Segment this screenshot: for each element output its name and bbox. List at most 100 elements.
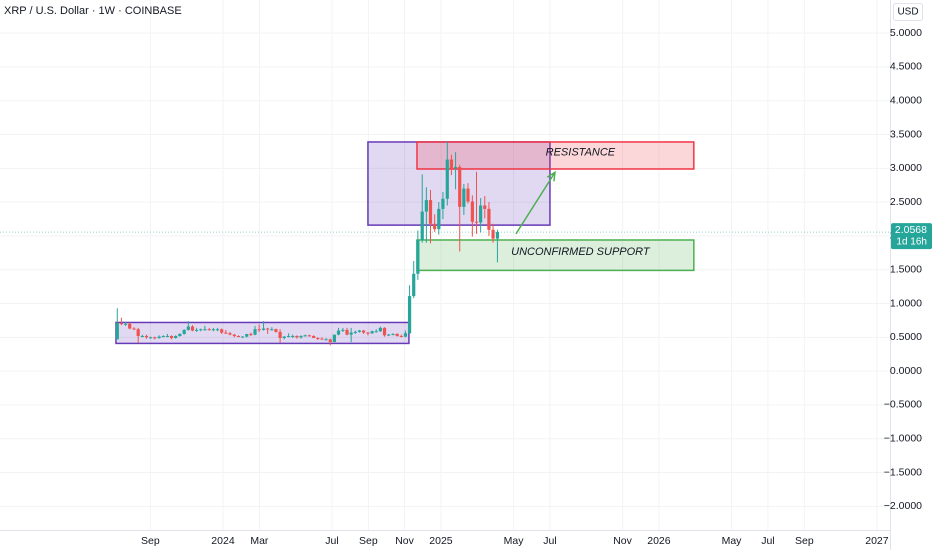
candle-body (115, 323, 119, 340)
candle-body (420, 211, 424, 240)
candle-body (119, 323, 124, 325)
x-tick-label: Sep (359, 535, 378, 547)
y-tick-label: 3.0000 (890, 162, 922, 174)
y-tick-label: 4.5000 (890, 61, 922, 73)
countdown: 1d 16h (896, 237, 927, 248)
candle-body (123, 323, 128, 325)
candle-body (483, 205, 487, 209)
candle-body (228, 333, 232, 335)
candle-body (487, 208, 491, 230)
candle-body (257, 329, 261, 331)
x-tick-label: 2025 (429, 535, 453, 547)
candle-body (261, 328, 266, 330)
candle-body (474, 221, 479, 223)
candle-body (307, 335, 311, 337)
candle-body (266, 328, 270, 330)
y-tick-label: 2.5000 (890, 196, 922, 208)
candle-body (312, 335, 316, 339)
zone-label: RESISTANCE (546, 146, 616, 158)
candle-body (165, 335, 170, 337)
candle-body (357, 330, 362, 332)
currency[interactable]: USD (897, 7, 918, 18)
candle-body (387, 334, 391, 336)
last-price-box (891, 223, 932, 250)
candle-body (453, 166, 458, 169)
y-tick-label: −1.5000 (884, 466, 922, 478)
x-tick-label: May (504, 535, 525, 547)
candle-body (220, 329, 224, 333)
candle-body (399, 335, 403, 337)
candle-body (199, 329, 203, 331)
x-tick-label: Sep (141, 535, 160, 547)
zone (416, 141, 695, 170)
y-tick-label: −1.0000 (884, 433, 922, 445)
candle-body (232, 334, 236, 336)
x-tick-label: May (722, 535, 743, 547)
candle-body (437, 208, 441, 230)
chart-title: XRP / U.S. Dollar · 1W · COINBASE (4, 5, 182, 17)
y-tick-label: 1.0000 (890, 297, 922, 309)
candle-body (174, 335, 178, 339)
zone (416, 239, 695, 272)
y-tick-label: 1.5000 (890, 264, 922, 276)
x-tick-label: 2024 (211, 535, 235, 547)
candle-body (445, 159, 449, 199)
candle-body (424, 200, 428, 212)
candle-body (303, 335, 307, 337)
x-tick-label: 2027 (865, 535, 889, 547)
candle-body (153, 337, 157, 339)
x-tick-label: Jul (761, 535, 774, 547)
candle-body (186, 326, 190, 330)
y-tick-label: 4.0000 (890, 95, 922, 107)
candle-body (203, 329, 207, 331)
candle-body (320, 338, 324, 340)
candle-body (407, 296, 412, 334)
candle-body (291, 335, 295, 337)
candle-body (224, 332, 228, 334)
candle-body (341, 329, 345, 331)
candle-body (441, 198, 445, 209)
candle-body (253, 329, 257, 335)
candle-body (211, 329, 215, 331)
currency-box[interactable] (893, 3, 923, 21)
candle-body (287, 335, 291, 337)
candle-body (274, 329, 278, 332)
x-tick-label: Jul (325, 535, 338, 547)
y-tick-label: 3.5000 (890, 128, 922, 140)
candle-body (412, 273, 416, 297)
zone-label: UNCONFIRMED SUPPORT (511, 246, 651, 258)
candle-body (391, 333, 395, 335)
candle-body (403, 333, 408, 337)
candle-body (215, 329, 220, 331)
candle-body (466, 188, 470, 202)
candle-body (374, 331, 378, 333)
candle-body (479, 205, 483, 223)
x-tick-label: Sep (795, 535, 814, 547)
candle-body (132, 328, 136, 330)
candle-body (470, 201, 474, 222)
candle-body (349, 332, 353, 335)
y-tick-label: 0.5000 (890, 331, 922, 343)
x-tick-label: Jul (543, 535, 556, 547)
candle-body (449, 159, 454, 169)
candle-body (169, 335, 174, 339)
candle-body (491, 229, 495, 239)
arrow (515, 171, 556, 235)
y-tick-label: −2.0000 (884, 500, 922, 512)
x-tick-label: Nov (395, 535, 414, 547)
candle-body (395, 333, 399, 336)
candle-body (178, 333, 182, 336)
x-tick-label: 2026 (647, 535, 671, 547)
candle-body (328, 339, 332, 343)
candle-body (361, 330, 366, 333)
candle-body (324, 339, 328, 341)
candle-body (295, 335, 299, 338)
x-tick-label: Mar (250, 535, 269, 547)
candle-body (458, 166, 462, 207)
candle-body (182, 329, 186, 334)
candle-body (249, 333, 253, 335)
x-tick-label: Nov (613, 535, 632, 547)
